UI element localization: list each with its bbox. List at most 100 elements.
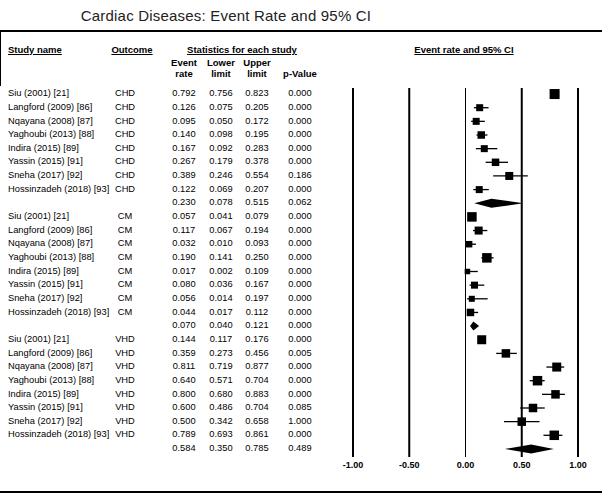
summary-row: 0.0700.0400.1210.000 [0,319,340,333]
study-row: Yassin (2015) [91]CHD0.2670.1790.3780.00… [0,155,340,169]
upper-limit-value: 0.093 [239,237,275,251]
study-name: Indira (2015) [89] [8,265,112,279]
study-name: Sneha (2017) [92] [8,415,112,429]
column-header-study-name: Study name [8,44,62,55]
upper-limit-value: 0.883 [239,388,275,402]
lower-limit-value: 0.273 [203,347,239,361]
outcome-value: CHD [110,169,140,183]
study-name: Langford (2009) [86] [8,347,112,361]
upper-limit-value: 0.109 [239,265,275,279]
p-value: 0.000 [280,87,320,101]
p-value: 0.000 [280,142,320,156]
outcome-value: CM [110,306,140,320]
event-rate-value: 0.640 [166,374,202,388]
upper-limit-value: 0.079 [239,210,275,224]
outcome-value: CM [110,251,140,265]
study-name: Yaghoubi (2013) [88] [8,374,112,388]
study-row: Langford (2009) [86]CHD0.1260.0750.2050.… [0,101,340,115]
study-name: Sneha (2017) [92] [8,169,112,183]
study-row: Sneha (2017) [92]VHD0.5000.3420.6581.000 [0,415,340,429]
lower-limit-value: 0.036 [203,278,239,292]
event-rate-value: 0.267 [166,155,202,169]
lower-limit-value: 0.141 [203,251,239,265]
upper-limit-value: 0.172 [239,115,275,129]
lower-limit-value: 0.041 [203,210,239,224]
event-rate-value: 0.056 [166,292,202,306]
point-estimate-square [550,431,560,441]
summary-lower-limit-value: 0.040 [203,319,239,333]
study-row: Langford (2009) [86]CM0.1170.0670.1940.0… [0,224,340,238]
lower-limit-value: 0.756 [203,87,239,101]
study-row: Indira (2015) [89]VHD0.8000.6800.8830.00… [0,388,340,402]
event-rate-value: 0.057 [166,210,202,224]
title-divider-line [0,30,602,32]
lower-limit-value: 0.719 [203,360,239,374]
outcome-value: CM [110,278,140,292]
p-value: 0.000 [280,306,320,320]
study-name: Yassin (2015) [91] [8,155,112,169]
p-value: 0.000 [280,374,320,388]
upper-limit-value: 0.378 [239,155,275,169]
lower-limit-value: 0.050 [203,115,239,129]
study-row: Yassin (2015) [91]CM0.0800.0360.1670.000 [0,278,340,292]
point-estimate-square [533,376,543,386]
upper-limit-value: 0.456 [239,347,275,361]
event-rate-value: 0.144 [166,333,202,347]
event-rate-value: 0.140 [166,128,202,142]
subheader-event-rate: Event rate [166,57,202,79]
event-rate-value: 0.044 [166,306,202,320]
event-rate-value: 0.389 [166,169,202,183]
upper-limit-value: 0.658 [239,415,275,429]
event-rate-value: 0.080 [166,278,202,292]
p-value: 0.000 [280,155,320,169]
lower-limit-value: 0.017 [203,306,239,320]
study-row: Nqayana (2008) [87]CM0.0320.0100.0930.00… [0,237,340,251]
lower-limit-value: 0.342 [203,415,239,429]
outcome-value: VHD [110,374,140,388]
event-rate-value: 0.811 [166,360,202,374]
study-row: Langford (2009) [86]VHD0.3590.2730.4560.… [0,347,340,361]
summary-row: 0.2300.0780.5150.062 [0,196,340,210]
p-value: 0.000 [280,128,320,142]
event-rate-value: 0.017 [166,265,202,279]
lower-limit-value: 0.680 [203,388,239,402]
upper-limit-value: 0.250 [239,251,275,265]
event-rate-value: 0.792 [166,87,202,101]
study-row: Hossinzadeh (2018) [93]CM 0.0440.0170.112… [0,306,340,320]
forest-plot-figure: Cardiac Diseases: Event Rate and 95% CI … [0,0,602,501]
study-name: Hossinzadeh (2018) [93] [8,183,112,197]
point-estimate-square [476,104,483,111]
column-header-event-rate-ci: Event rate and 95% CI [388,44,540,55]
study-row: Nqayana (2008) [87]VHD0.8110.7190.8770.0… [0,360,340,374]
study-row: Indira (2015) [89]CHD0.1670.0920.2830.00… [0,142,340,156]
axis-tick-label: 0.50 [513,460,531,470]
summary-lower-limit-value: 0.078 [203,196,239,210]
study-name: Nqayana (2008) [87] [8,360,112,374]
lower-limit-value: 0.067 [203,224,239,238]
event-rate-value: 0.800 [166,388,202,402]
outcome-value: CHD [110,155,140,169]
study-name: Hossinzadeh (2018) [93] [8,306,112,320]
p-value: 0.000 [280,183,320,197]
p-value: 0.000 [280,224,320,238]
study-name: Sneha (2017) [92] [8,292,112,306]
p-value: 0.000 [280,115,320,129]
study-row: Siu (2001) [21]VHD0.1440.1170.1760.000 [0,333,340,347]
outcome-value: VHD [110,401,140,415]
upper-limit-value: 0.554 [239,169,275,183]
upper-limit-value: 0.877 [239,360,275,374]
point-estimate-square [478,131,486,139]
point-estimate-square [473,118,480,125]
upper-limit-value: 0.205 [239,101,275,115]
study-name: Siu (2001) [21] [8,210,112,224]
event-rate-value: 0.167 [166,142,202,156]
summary-upper-limit-value: 0.121 [239,319,275,333]
event-rate-value: 0.126 [166,101,202,115]
summary-diamond [505,444,554,453]
upper-limit-value: 0.195 [239,128,275,142]
point-estimate-square [467,309,475,317]
study-row: Yaghoubi (2013) [88]CM0.1900.1410.2500.0… [0,251,340,265]
summary-event-rate-value: 0.584 [166,442,202,456]
point-estimate-square [471,282,478,289]
upper-limit-value: 0.112 [239,306,275,320]
